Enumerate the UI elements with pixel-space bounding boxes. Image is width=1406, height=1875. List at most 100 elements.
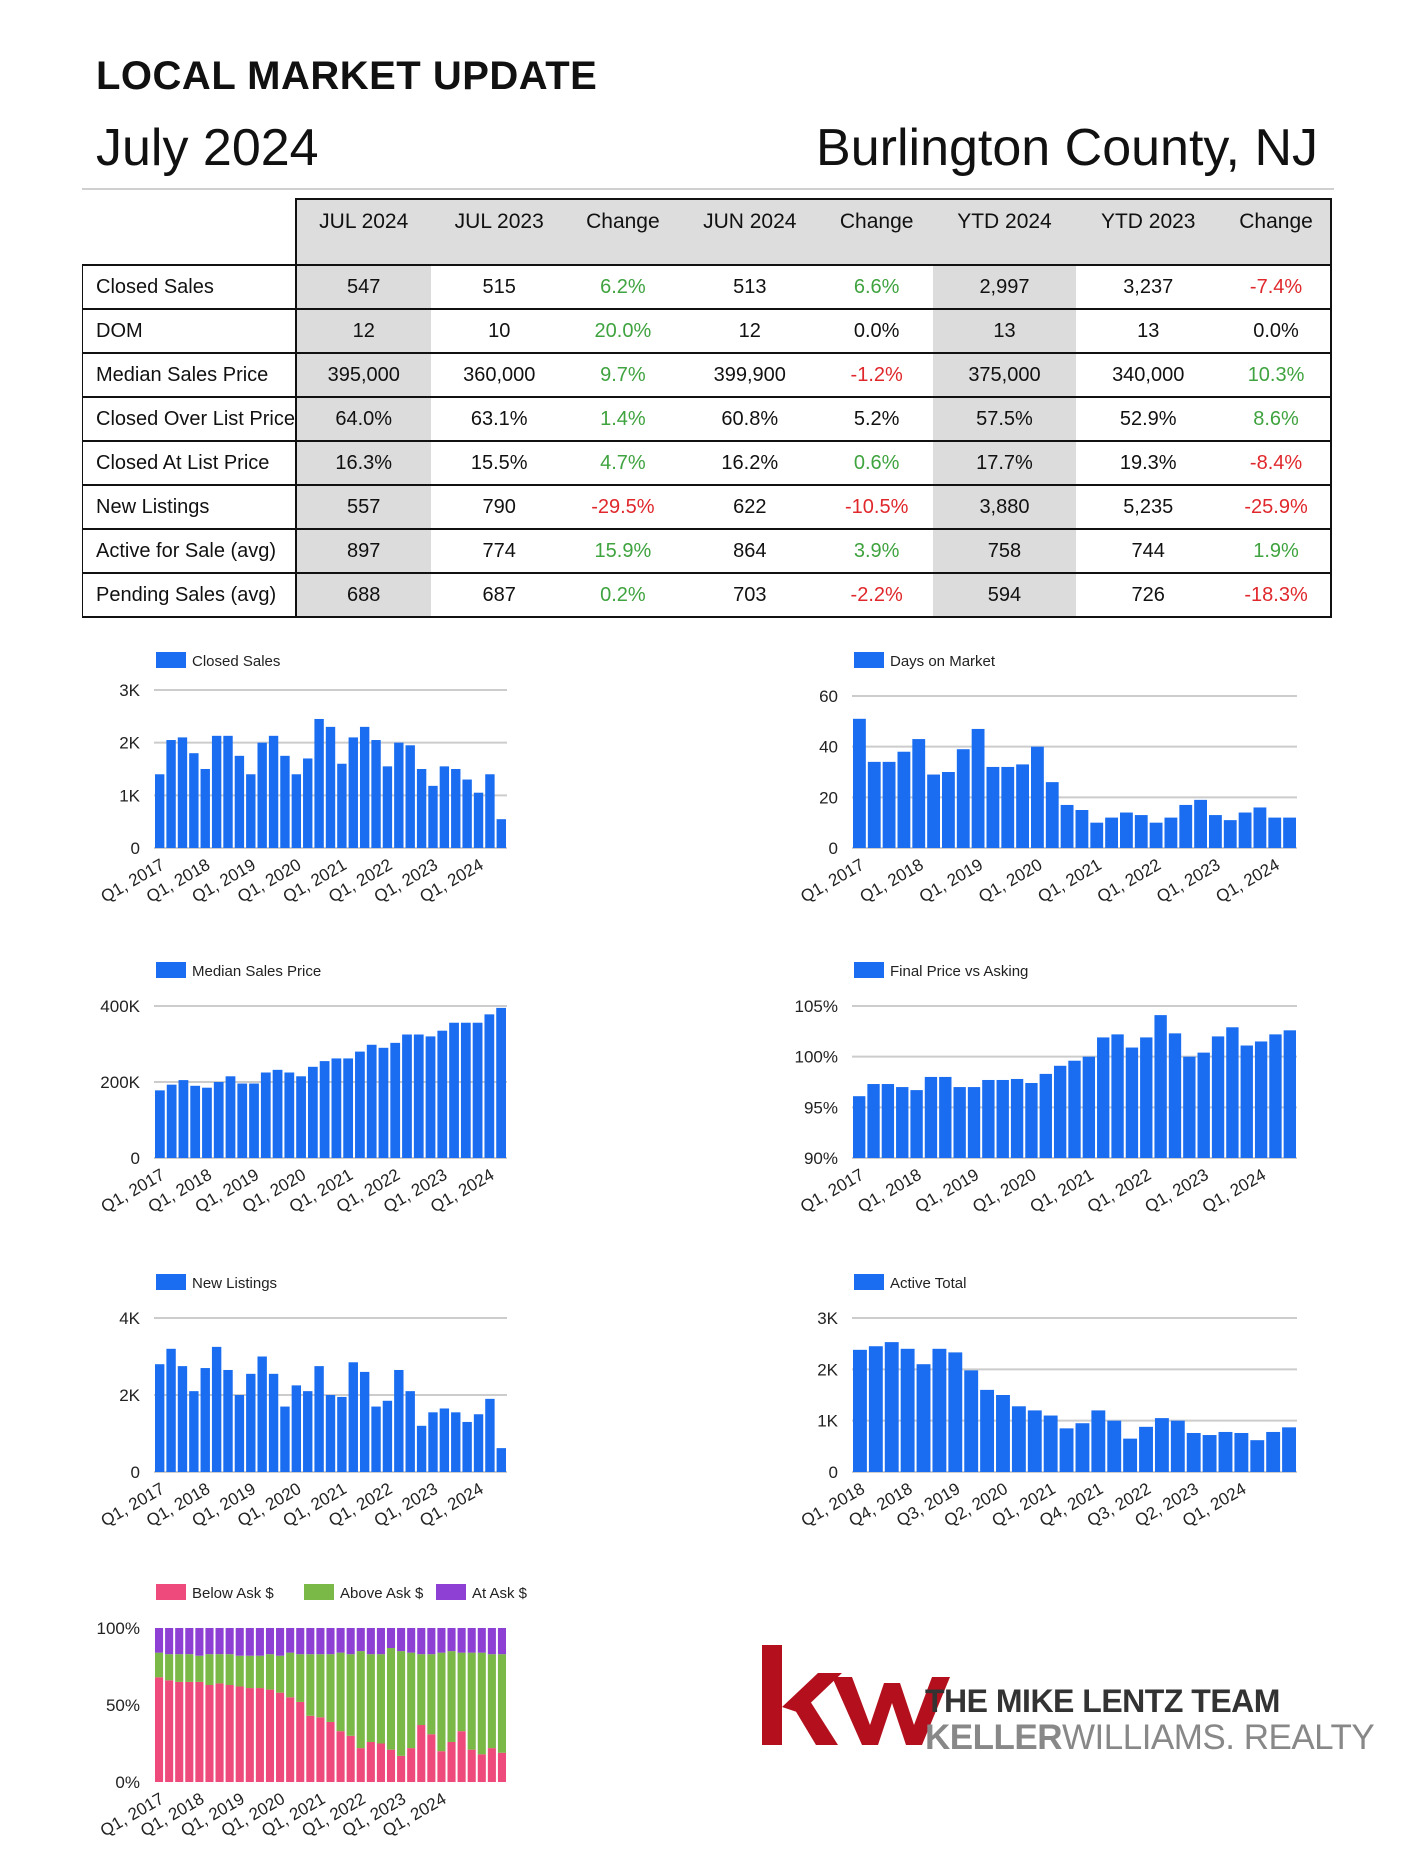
bar — [1186, 1432, 1201, 1472]
bar — [1120, 812, 1133, 848]
bar-segment — [195, 1655, 204, 1682]
bar-segment — [487, 1654, 496, 1749]
bar-segment — [326, 1654, 335, 1722]
bar — [1140, 1037, 1153, 1158]
y-tick-label: 3K — [817, 1309, 838, 1328]
bar-segment — [427, 1654, 436, 1735]
table-cell: 897 — [296, 528, 432, 574]
bar-segment — [235, 1655, 244, 1687]
table-cell: 6.6% — [820, 264, 933, 310]
bar — [359, 1371, 370, 1472]
bar — [223, 1369, 233, 1472]
bar — [916, 1364, 931, 1472]
table-row: New Listings 557 790 -29.5% 622 -10.5% 3,880 5,… — [82, 484, 1332, 530]
bar — [1025, 1083, 1038, 1158]
bar — [268, 735, 279, 848]
table-cell: 2,997 — [932, 264, 1077, 310]
bar-segment — [386, 1648, 396, 1750]
legend-label: At Ask $ — [472, 1585, 528, 1602]
bar-segment — [326, 1721, 335, 1782]
row-label: Pending Sales (avg) — [82, 572, 296, 618]
bar — [319, 1061, 330, 1158]
x-tick-label: Q1, 2023 — [1142, 1165, 1212, 1216]
report-title: LOCAL MARKET UPDATE — [96, 54, 598, 98]
bar — [213, 1082, 224, 1158]
bar — [964, 1370, 979, 1472]
table-cell: 774 — [431, 528, 567, 574]
table-cell: 0.0% — [820, 308, 933, 354]
bar-segment — [306, 1715, 315, 1782]
bar — [190, 1085, 201, 1158]
x-tick-label: Q1, 2022 — [1094, 855, 1164, 906]
bar — [881, 1084, 895, 1158]
bar-segment — [417, 1654, 426, 1726]
bar — [1125, 1047, 1139, 1158]
legend-label: Below Ask $ — [192, 1585, 274, 1602]
bar-segment — [447, 1628, 456, 1652]
bar-segment — [386, 1749, 396, 1782]
bar-segment — [437, 1628, 446, 1653]
bar-segment — [437, 1751, 446, 1782]
bar — [1149, 822, 1163, 848]
table-cell: 513 — [678, 264, 821, 310]
bar — [189, 753, 199, 848]
bar-segment — [235, 1686, 244, 1782]
y-tick-label: 1K — [817, 1412, 838, 1431]
bar — [882, 761, 896, 848]
bar-segment — [457, 1731, 466, 1782]
bar — [1202, 1435, 1217, 1472]
y-tick-label: 0 — [131, 1463, 140, 1482]
bar — [337, 763, 347, 848]
table-cell: 52.9% — [1076, 396, 1221, 442]
bar-segment — [265, 1689, 275, 1782]
bar — [303, 1391, 313, 1472]
bar-segment — [366, 1741, 375, 1782]
table-cell: 15.9% — [566, 528, 679, 574]
bar — [942, 772, 955, 848]
bar — [451, 1412, 461, 1472]
y-tick-label: 60 — [819, 687, 838, 706]
bar — [1183, 1056, 1196, 1158]
bar-segment — [245, 1655, 254, 1689]
bar — [1283, 817, 1296, 848]
x-tick-label: Q1, 2020 — [975, 855, 1045, 906]
bar — [1075, 810, 1089, 848]
table-header-row: JUL 2024 JUL 2023 Change JUN 2024 Change YTD … — [82, 198, 1332, 246]
bar-segment — [407, 1748, 416, 1782]
y-tick-label: 1K — [119, 786, 140, 805]
bar-segment — [165, 1654, 174, 1681]
bar — [1209, 815, 1222, 848]
header-divider — [82, 188, 1334, 190]
table-cell: 360,000 — [431, 352, 567, 398]
bar-segment — [215, 1654, 224, 1684]
bar — [1282, 1427, 1296, 1472]
bar — [1223, 820, 1237, 848]
bar-segment — [366, 1654, 375, 1742]
y-tick-label: 0 — [131, 839, 140, 858]
y-tick-label: 50% — [106, 1696, 140, 1715]
table-cell: -29.5% — [566, 484, 679, 530]
table-cell: 12 — [678, 308, 821, 354]
bar-segment — [205, 1684, 214, 1782]
bar — [1268, 817, 1282, 848]
bar — [402, 1034, 412, 1158]
bar — [853, 718, 866, 848]
column-header: JUL 2024 — [296, 198, 432, 246]
bar-segment — [447, 1651, 456, 1742]
bar — [971, 728, 985, 848]
bar — [967, 1087, 981, 1158]
table-cell: -18.3% — [1220, 572, 1332, 618]
table-cell: 557 — [296, 484, 432, 530]
y-tick-label: 0% — [115, 1773, 140, 1792]
bar — [1254, 1041, 1268, 1158]
bar — [1039, 1073, 1052, 1158]
bar-segment — [497, 1628, 506, 1655]
bar — [1266, 1431, 1281, 1472]
bar — [425, 1036, 436, 1158]
bar — [166, 1348, 176, 1472]
bar — [496, 1007, 506, 1158]
bar — [325, 1395, 336, 1472]
x-tick-label: Q1, 2017 — [797, 855, 867, 906]
table-cell: 0.0% — [1220, 308, 1332, 354]
table-cell: 57.5% — [932, 396, 1077, 442]
